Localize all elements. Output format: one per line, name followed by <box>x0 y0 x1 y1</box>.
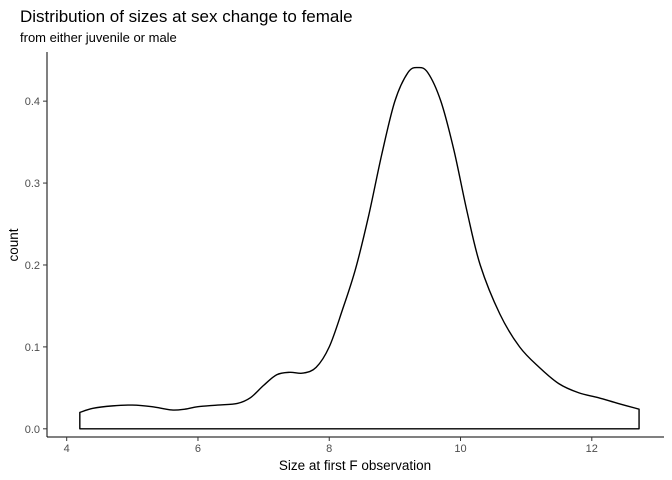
x-axis-title: Size at first F observation <box>279 458 431 473</box>
x-tick-label: 6 <box>195 443 201 455</box>
y-axis-title: count <box>6 228 21 261</box>
y-tick-label: 0.2 <box>25 260 40 272</box>
density-area <box>79 66 640 430</box>
x-tick-label: 8 <box>326 443 332 455</box>
x-tick-label: 4 <box>64 443 70 455</box>
y-tick-label: 0.4 <box>25 96 40 108</box>
plot-area: 4 6 8 10 12 0.0 0.1 0.2 0.3 0.4 <box>25 52 664 455</box>
chart-title: Distribution of sizes at sex change to f… <box>20 7 353 26</box>
x-tick-label: 12 <box>586 443 598 455</box>
y-tick-label: 0.0 <box>25 424 40 436</box>
y-tick-label: 0.3 <box>25 178 40 190</box>
chart-subtitle: from either juvenile or male <box>20 30 177 45</box>
y-tick-label: 0.1 <box>25 342 40 354</box>
x-tick-label: 10 <box>454 443 466 455</box>
